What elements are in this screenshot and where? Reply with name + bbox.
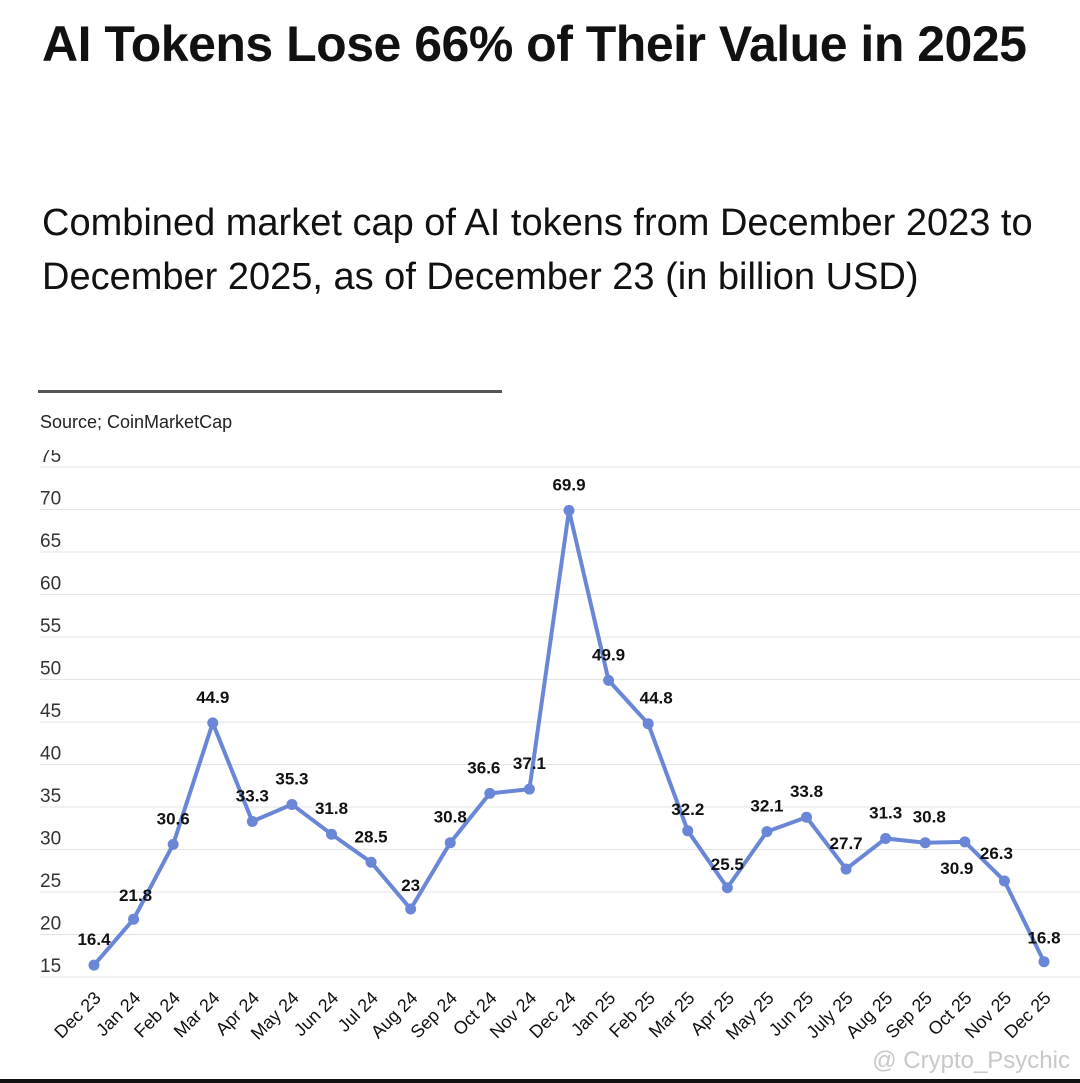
data-point bbox=[721, 882, 733, 894]
data-label: 44.9 bbox=[196, 688, 229, 707]
y-tick-label: 75 bbox=[40, 450, 61, 467]
line-chart: 15 20 25 30 35 40 45 50 55 60 65 70 75 16.4 21.8 30.6 4… bbox=[40, 450, 1080, 1044]
y-tick-label: 70 bbox=[40, 489, 61, 510]
data-label: 31.3 bbox=[869, 803, 902, 822]
watermark: @ Crypto_Psychic bbox=[872, 1047, 1070, 1074]
y-tick-label: 60 bbox=[40, 574, 61, 595]
y-tick-label: 35 bbox=[40, 786, 61, 807]
data-point bbox=[167, 838, 179, 850]
y-tick-label: 15 bbox=[40, 956, 61, 977]
chart-title: AI Tokens Lose 66% of Their Value in 202… bbox=[42, 16, 1027, 72]
y-tick-label: 20 bbox=[40, 914, 61, 935]
data-point bbox=[484, 787, 496, 799]
data-label: 31.8 bbox=[315, 799, 348, 818]
y-tick-label: 25 bbox=[40, 871, 61, 892]
data-point bbox=[326, 828, 337, 840]
data-label: 36.6 bbox=[467, 758, 500, 777]
data-point bbox=[246, 815, 258, 827]
data-label: 26.3 bbox=[980, 844, 1013, 863]
data-label: 37.1 bbox=[513, 754, 546, 773]
x-tick-label: Jun 24 bbox=[290, 988, 342, 1040]
y-tick-label: 50 bbox=[40, 659, 61, 680]
data-label: 30.6 bbox=[157, 809, 190, 828]
gridlines bbox=[40, 466, 1080, 978]
data-label: 30.8 bbox=[434, 808, 467, 827]
data-point bbox=[919, 837, 931, 849]
data-point bbox=[563, 504, 575, 516]
y-tick-label: 40 bbox=[40, 744, 61, 765]
data-point bbox=[998, 875, 1010, 887]
data-label: 16.8 bbox=[1027, 929, 1060, 948]
data-label: 25.5 bbox=[711, 855, 744, 874]
y-tick-label: 30 bbox=[40, 829, 61, 850]
y-axis: 15 20 25 30 35 40 45 50 55 60 65 70 75 bbox=[40, 450, 61, 977]
data-point bbox=[286, 798, 298, 810]
data-label: 33.3 bbox=[236, 786, 269, 805]
data-label: 33.8 bbox=[790, 782, 823, 801]
data-point bbox=[444, 837, 456, 849]
data-point bbox=[523, 783, 535, 795]
data-point bbox=[801, 811, 812, 823]
data-label: 32.2 bbox=[671, 800, 704, 819]
data-point bbox=[959, 836, 971, 848]
divider bbox=[38, 390, 502, 393]
data-label: 44.8 bbox=[640, 689, 673, 708]
data-point bbox=[840, 863, 852, 875]
data-point bbox=[603, 674, 615, 686]
y-tick-label: 65 bbox=[40, 531, 61, 552]
x-tick-label: Dec 23 bbox=[50, 988, 104, 1042]
data-label: 28.5 bbox=[355, 827, 388, 846]
data-point bbox=[1038, 956, 1050, 968]
data-point bbox=[88, 959, 100, 971]
data-label: 27.7 bbox=[830, 834, 863, 853]
data-label: 49.9 bbox=[592, 645, 625, 664]
data-point bbox=[128, 913, 140, 925]
data-point bbox=[365, 856, 377, 868]
data-label: 23 bbox=[401, 876, 420, 895]
data-point bbox=[207, 717, 219, 729]
data-point bbox=[405, 903, 417, 915]
bottom-bar bbox=[0, 1079, 1080, 1083]
data-label: 30.8 bbox=[913, 808, 946, 827]
data-label: 35.3 bbox=[275, 769, 308, 788]
data-point bbox=[642, 718, 654, 730]
y-tick-label: 45 bbox=[40, 701, 61, 722]
data-label: 21.8 bbox=[119, 886, 152, 905]
series-line bbox=[92, 508, 1046, 967]
source-note: Source; CoinMarketCap bbox=[40, 412, 233, 432]
y-tick-label: 55 bbox=[40, 616, 61, 637]
data-label: 69.9 bbox=[552, 475, 585, 494]
data-label: 32.1 bbox=[750, 797, 783, 816]
data-point bbox=[880, 832, 892, 844]
series: 16.4 21.8 30.6 44.9 33.3 35.3 31.8 28.5 23 30.8 36… bbox=[77, 475, 1061, 971]
data-point bbox=[761, 826, 773, 838]
data-label: 16.4 bbox=[77, 930, 111, 949]
data-label: 30.9 bbox=[940, 859, 973, 878]
data-point bbox=[682, 825, 694, 837]
chart-subtitle: Combined market cap of AI tokens from De… bbox=[42, 202, 1033, 298]
